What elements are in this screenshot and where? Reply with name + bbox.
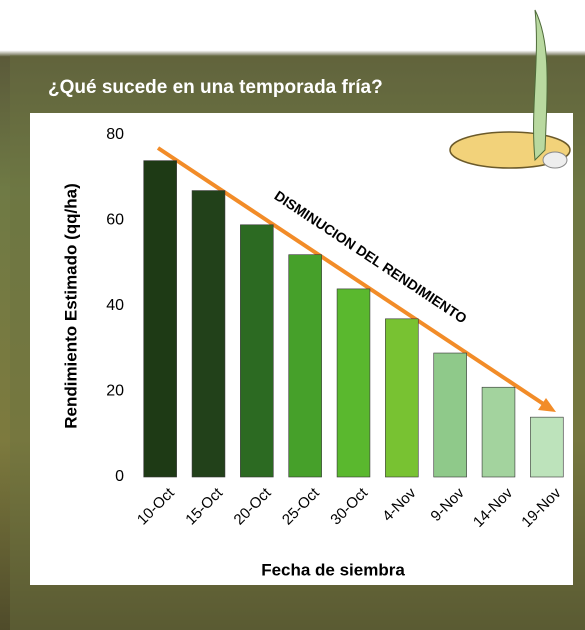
bar (434, 353, 467, 477)
slide: ¿Qué sucede en una temporada fría? Rendi… (0, 0, 585, 630)
bar (289, 255, 322, 477)
y-tick-label: 60 (106, 212, 124, 229)
bar (240, 225, 273, 477)
bar (144, 161, 177, 477)
bar (530, 417, 563, 477)
bar (385, 319, 418, 477)
y-tick-label: 20 (106, 383, 124, 400)
y-tick-label: 80 (106, 126, 124, 143)
y-tick-label: 40 (106, 297, 124, 314)
y-axis-label: Rendimiento Estimado (qq/ha) (61, 183, 80, 429)
bar (482, 387, 515, 477)
slide-title: ¿Qué sucede en una temporada fría? (48, 77, 383, 98)
bar (192, 191, 225, 477)
x-axis-label: Fecha de siembra (261, 560, 405, 579)
bar (337, 289, 370, 477)
y-tick-label: 0 (115, 468, 124, 485)
